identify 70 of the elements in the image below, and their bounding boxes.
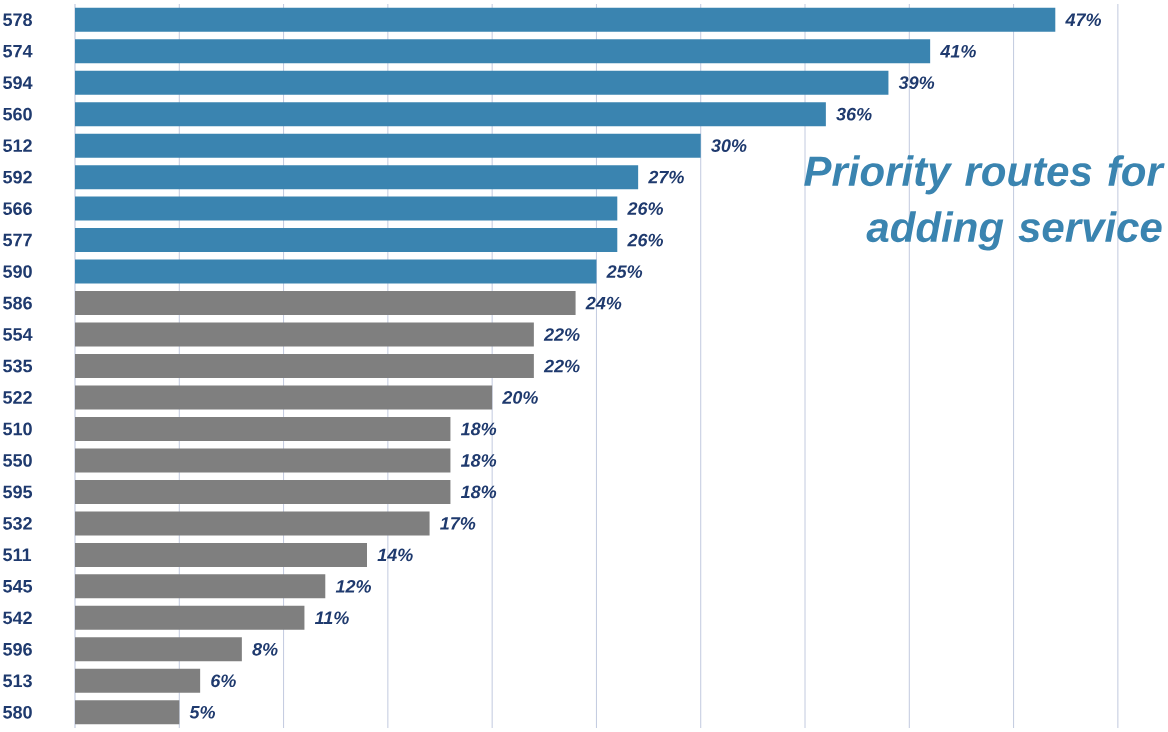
y-tick-label: 566	[3, 202, 32, 215]
y-tick-label: 574	[3, 44, 33, 58]
data-label: 18%	[460, 485, 497, 499]
data-label: 22%	[543, 359, 580, 373]
bar	[75, 700, 180, 725]
data-label: 20%	[502, 391, 538, 404]
data-label: 41%	[940, 44, 976, 58]
bar	[75, 102, 826, 127]
bar	[75, 605, 305, 630]
y-tick-label: 513	[3, 674, 32, 688]
bar	[75, 448, 451, 473]
bar	[75, 133, 701, 158]
data-label: 5%	[189, 705, 216, 719]
bar	[75, 479, 451, 504]
y-tick-label: 580	[3, 705, 32, 719]
data-label: 30%	[711, 139, 747, 153]
bar	[75, 416, 451, 441]
y-tick-label: 594	[3, 76, 33, 90]
data-label: 11%	[314, 611, 349, 625]
y-tick-label: 535	[3, 359, 33, 373]
bar	[75, 354, 534, 379]
y-tick-label: 542	[3, 611, 32, 625]
data-label: 22%	[543, 328, 580, 341]
bar	[75, 165, 639, 190]
y-tick-label: 560	[3, 107, 32, 121]
y-tick-label: 586	[3, 296, 32, 310]
data-label: 36%	[836, 107, 872, 121]
data-label: 24%	[585, 296, 622, 310]
bar	[75, 39, 931, 64]
bar	[75, 228, 618, 253]
y-tick-label: 577	[3, 233, 32, 247]
bar	[75, 668, 201, 693]
y-tick-label: 510	[3, 422, 32, 436]
y-tick-label: 512	[3, 139, 32, 153]
y-tick-label: 595	[3, 485, 33, 499]
annotation: Priority routes for adding service	[804, 155, 1165, 251]
y-tick-label: 522	[3, 391, 32, 404]
y-tick-label: 532	[3, 517, 32, 530]
bar	[75, 542, 367, 567]
data-label: 27%	[648, 170, 684, 184]
y-tick-label: 596	[3, 642, 32, 656]
bar	[75, 196, 618, 221]
bar	[75, 574, 326, 599]
data-label: 17%	[440, 517, 476, 530]
data-label: 39%	[898, 76, 935, 90]
y-tick-label: 511	[3, 548, 32, 562]
y-tick-label: 545	[3, 580, 33, 593]
bar	[75, 259, 597, 284]
data-label: 8%	[252, 642, 278, 656]
data-label: 6%	[211, 674, 236, 688]
bar	[75, 385, 493, 410]
bar	[75, 291, 576, 316]
bar	[75, 511, 430, 536]
data-label: 26%	[627, 202, 664, 215]
data-label: 25%	[606, 265, 643, 278]
data-label: 12%	[335, 580, 372, 593]
data-label: 14%	[377, 548, 413, 562]
bar	[75, 322, 534, 347]
data-label: 18%	[460, 422, 497, 436]
y-tick-label: 592	[3, 170, 32, 184]
bar	[75, 7, 1056, 32]
bar	[75, 637, 242, 662]
y-tick-label: 578	[3, 13, 33, 27]
data-label: 47%	[1065, 13, 1102, 27]
y-tick-label: 590	[3, 265, 32, 278]
y-tick-label: 554	[3, 328, 33, 341]
bar	[75, 70, 889, 95]
data-label: 26%	[627, 233, 664, 247]
data-label: 18%	[460, 454, 497, 467]
y-tick-label: 550	[3, 454, 32, 467]
